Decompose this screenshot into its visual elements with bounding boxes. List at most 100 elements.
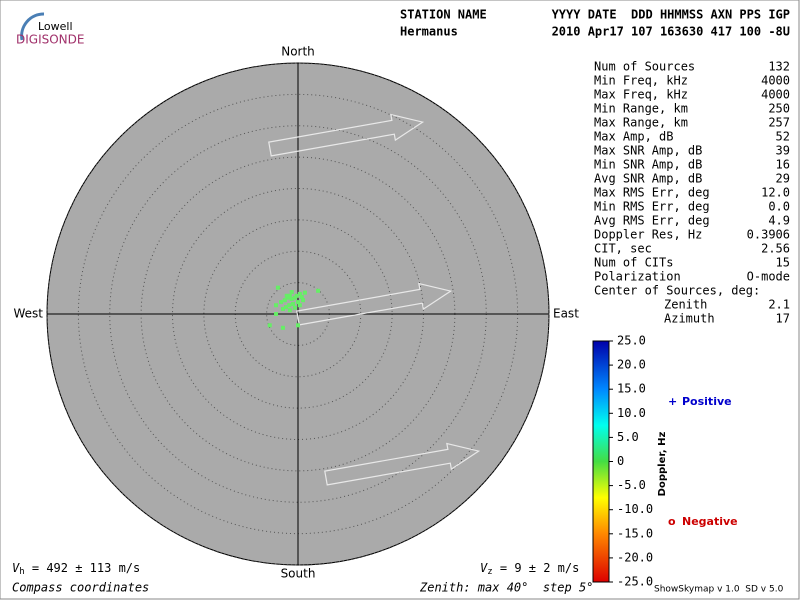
colorbar-tick-label: 5.0 — [617, 430, 639, 444]
vh: Vh = 492 ± 113 m/s — [12, 561, 140, 577]
stat-value: 132 — [768, 60, 790, 74]
logo-bottom: DIGISONDE — [16, 33, 84, 47]
source-point — [292, 305, 297, 310]
colorbar — [592, 340, 610, 583]
source-point — [274, 303, 279, 308]
colorbar-tick-label: -10.0 — [617, 502, 653, 516]
colorbar-tick-label: -20.0 — [617, 550, 653, 564]
footer-zenith: Zenith: max 40° step 5° — [419, 581, 593, 595]
stat-label: Zenith — [664, 298, 707, 312]
logo-top: Lowell — [38, 20, 73, 33]
vh-sub: h — [19, 567, 24, 577]
stat-label: Polarization — [594, 270, 681, 284]
source-point — [282, 298, 287, 303]
stat-label: Min Range, km — [594, 102, 688, 116]
logo-arc — [20, 12, 45, 41]
source-point — [297, 303, 302, 308]
colorbar-tick-label: 15.0 — [617, 382, 646, 396]
source-point — [301, 298, 306, 303]
source-point — [289, 296, 294, 301]
stat-value: 16 — [776, 158, 790, 172]
stat-value: 2.1 — [768, 298, 790, 312]
source-point — [280, 325, 285, 330]
footer-left: Compass coordinates — [12, 581, 149, 595]
source-point — [267, 323, 272, 328]
legend-marker: o — [668, 515, 676, 528]
source-point — [284, 305, 289, 310]
stat-label: Max SNR Amp, dB — [594, 144, 702, 158]
stat-label: Min SNR Amp, dB — [594, 158, 702, 172]
stat-label: CIT, sec — [594, 242, 652, 256]
stat-label: Max Range, km — [594, 116, 688, 130]
source-point — [274, 312, 279, 316]
footer-version: ShowSkymap v 1.0 SD v 5.0 — [654, 585, 784, 595]
stat-label: Max RMS Err, deg — [594, 186, 710, 200]
source-point — [297, 291, 302, 296]
stat-label: Avg SNR Amp, dB — [594, 172, 702, 186]
colorbar-tick-label: -5.0 — [617, 478, 646, 492]
stat-value: 39 — [776, 144, 790, 158]
stat-label: Azimuth — [664, 312, 715, 326]
stat-label: Min Freq, kHz — [594, 74, 688, 88]
stat-value: 4000 — [761, 74, 790, 88]
center-title: Center of Sources, deg: — [594, 284, 760, 298]
source-point — [316, 288, 321, 293]
vz: Vz = 9 ± 2 m/s — [480, 561, 579, 577]
stat-label: Num of CITs — [594, 256, 673, 270]
colorbar-tick-label: 20.0 — [617, 358, 646, 372]
colorbar-tick-label: 10.0 — [617, 406, 646, 420]
compass-label: East — [553, 307, 579, 321]
stat-value: 12.0 — [761, 186, 790, 200]
colorbar-tick-label: 0 — [617, 454, 624, 468]
stat-value: 15 — [776, 256, 790, 270]
source-point — [299, 295, 304, 300]
stat-label: Min RMS Err, deg — [594, 200, 710, 214]
source-point — [289, 290, 294, 295]
stat-value: 29 — [776, 172, 790, 186]
stat-label: Avg RMS Err, deg — [594, 214, 710, 228]
stat-label: Max Amp, dB — [594, 130, 673, 144]
stat-value: 2.56 — [761, 242, 790, 256]
stat-value: 257 — [768, 116, 790, 130]
header: STATION NAME — [400, 8, 487, 22]
stat-value: O-mode — [747, 270, 790, 284]
stat-value: 0.0 — [768, 200, 790, 214]
stat-value: 17 — [776, 312, 790, 326]
legend-label: Positive — [682, 395, 732, 408]
header: Hermanus — [400, 25, 458, 39]
vh-symbol: V — [12, 561, 20, 575]
stat-value: 250 — [768, 102, 790, 116]
source-point — [296, 300, 300, 305]
source-point — [279, 300, 284, 305]
source-point — [287, 303, 292, 308]
stat-label: Max Freq, kHz — [594, 88, 688, 102]
source-point — [296, 323, 300, 328]
colorbar-tick-label: 25.0 — [617, 334, 646, 348]
source-point — [302, 290, 307, 295]
source-point — [287, 308, 292, 313]
stat-value: 52 — [776, 130, 790, 144]
header: 2010 Apr17 107 163630 417 100 -8U — [552, 25, 790, 39]
colorbar-tick-label: -25.0 — [617, 575, 653, 589]
compass-label: North — [281, 45, 315, 59]
source-point — [287, 293, 292, 298]
source-point — [275, 285, 280, 290]
vz-text: = 9 ± 2 m/s — [493, 561, 580, 575]
header: YYYY DATE DDD HHMMSS AXN PPS IGP — [552, 8, 790, 22]
compass-label: West — [13, 307, 43, 321]
stat-label: Doppler Res, Hz — [594, 228, 702, 242]
source-point — [294, 293, 299, 298]
stat-value: 4000 — [761, 88, 790, 102]
stat-value: 0.3906 — [747, 228, 790, 242]
compass-label: South — [281, 567, 316, 581]
vh-text: = 492 ± 113 m/s — [25, 561, 141, 575]
source-point — [284, 293, 289, 298]
legend-label: Negative — [682, 515, 738, 528]
velocity-arrows — [268, 113, 481, 486]
stat-label: Num of Sources — [594, 60, 695, 74]
colorbar-label: Doppler, Hz — [657, 432, 668, 497]
source-point — [290, 301, 295, 306]
colorbar-tick-label: -15.0 — [617, 526, 653, 540]
